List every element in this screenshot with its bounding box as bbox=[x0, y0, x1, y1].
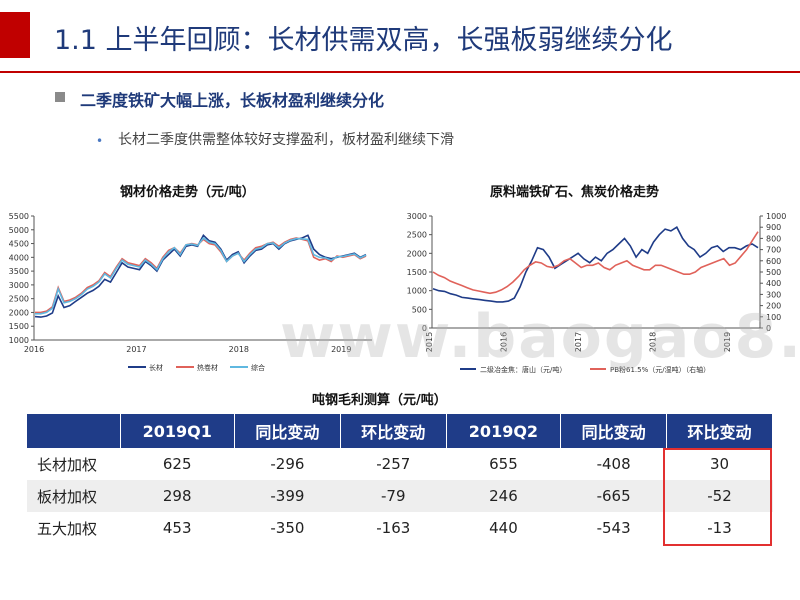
x-tick-label: 2016 bbox=[500, 332, 509, 352]
left-y-tick-label: 2500 bbox=[407, 231, 427, 240]
table-cell: -296 bbox=[270, 455, 305, 473]
table-cell: 246 bbox=[446, 480, 561, 512]
x-tick-label: 2018 bbox=[229, 345, 249, 354]
table-cell: -52 bbox=[666, 480, 773, 512]
x-tick-label: 2019 bbox=[331, 345, 351, 354]
left-y-tick-label: 1000 bbox=[407, 287, 427, 296]
table-cell: -350 bbox=[270, 519, 305, 537]
table-cell: 440 bbox=[489, 519, 518, 537]
table-row: 五大加权 453 -350 -163 440 -543 -13 bbox=[27, 512, 773, 544]
table-cell: 453 bbox=[162, 519, 192, 537]
legend-label: 长材 bbox=[149, 363, 163, 372]
section-subheading: 长材二季度供需整体较好支撑盈利，板材盈利继续下滑 bbox=[118, 132, 454, 148]
y-tick-label: 2500 bbox=[9, 295, 29, 304]
left-y-tick-label: 500 bbox=[412, 305, 427, 314]
right-y-tick-label: 700 bbox=[766, 246, 781, 255]
y-tick-label: 2000 bbox=[9, 308, 29, 317]
right-y-tick-label: 1000 bbox=[766, 212, 786, 221]
x-tick-label: 2017 bbox=[574, 332, 583, 352]
legend-label: 二级冶金焦：唐山（元/吨） bbox=[480, 365, 566, 374]
title-divider bbox=[0, 71, 800, 73]
left-y-tick-label: 2000 bbox=[407, 249, 427, 258]
table-header-row: 2019Q1 同比变动 环比变动 2019Q2 同比变动 环比变动 bbox=[27, 414, 773, 448]
section-heading: 二季度铁矿大幅上涨，长板材盈利继续分化 bbox=[80, 91, 385, 110]
right-y-tick-label: 100 bbox=[766, 313, 781, 322]
left-y-tick-label: 0 bbox=[422, 324, 427, 333]
y-tick-label: 4000 bbox=[9, 253, 29, 262]
table-row-label: 五大加权 bbox=[37, 519, 98, 538]
table-cell: -79 bbox=[340, 480, 447, 512]
x-tick-label: 2018 bbox=[649, 332, 658, 352]
y-tick-label: 4500 bbox=[9, 240, 29, 249]
table-header-cell: 环比变动 bbox=[666, 414, 773, 448]
raw-material-chart-title: 原料端铁矿石、焦炭价格走势 bbox=[490, 185, 660, 200]
table-title: 吨钢毛利测算（元/吨） bbox=[312, 393, 447, 408]
steel-price-chart: 1000 1500 2000 2500 3000 3500 4000 4500 5000 5500… bbox=[9, 212, 372, 372]
table-cell: 655 bbox=[489, 455, 518, 473]
raw-material-price-chart: 0 500 1000 1500 2000 2500 3000 0 100 200 300 400 500… bbox=[407, 212, 787, 374]
table-cell: -543 bbox=[596, 519, 631, 537]
highlight-box bbox=[663, 448, 772, 546]
table-cell: 30 bbox=[709, 455, 730, 473]
x-tick-label: 2016 bbox=[24, 345, 44, 354]
y-tick-label: 5500 bbox=[9, 212, 29, 221]
square-bullet-icon bbox=[55, 92, 65, 102]
table-row-label: 板材加权 bbox=[27, 480, 120, 512]
x-tick-label: 2017 bbox=[126, 345, 146, 354]
legend-label: PB粉61.5%（元/湿吨）（右轴） bbox=[610, 365, 710, 374]
table-row-label: 长材加权 bbox=[37, 455, 98, 474]
legend-label: 综合 bbox=[251, 363, 265, 372]
slide-title: 1.1 上半年回顾：长材供需双高，长强板弱继续分化 bbox=[54, 25, 673, 56]
table-cell: -13 bbox=[707, 519, 732, 537]
series-line bbox=[432, 231, 759, 295]
right-y-tick-label: 800 bbox=[766, 234, 781, 243]
table-cell: -408 bbox=[596, 455, 631, 473]
table-cell: -163 bbox=[376, 519, 411, 537]
table-cell: -399 bbox=[234, 480, 341, 512]
right-y-tick-label: 300 bbox=[766, 290, 781, 299]
table-header-cell: 2019Q2 bbox=[446, 414, 562, 448]
right-y-tick-label: 400 bbox=[766, 279, 781, 288]
title-accent-bar bbox=[0, 12, 30, 58]
left-y-tick-label: 1500 bbox=[407, 268, 427, 277]
table-header-cell: 同比变动 bbox=[560, 414, 668, 448]
left-y-tick-label: 3000 bbox=[407, 212, 427, 221]
table-cell: 298 bbox=[120, 480, 235, 512]
right-y-tick-label: 200 bbox=[766, 302, 781, 311]
right-y-tick-label: 500 bbox=[766, 268, 781, 277]
series-line bbox=[432, 226, 759, 303]
table-row: 长材加权 625 -296 -257 655 -408 30 bbox=[27, 448, 773, 480]
y-tick-label: 3500 bbox=[9, 267, 29, 276]
x-tick-label: 2015 bbox=[425, 332, 434, 352]
right-y-tick-label: 900 bbox=[766, 223, 781, 232]
y-tick-label: 3000 bbox=[9, 281, 29, 290]
steel-price-chart-title: 钢材价格走势（元/吨） bbox=[120, 185, 255, 200]
legend-label: 热卷材 bbox=[197, 363, 218, 372]
series-line bbox=[35, 236, 367, 315]
y-tick-label: 1000 bbox=[9, 336, 29, 345]
table-header-cell bbox=[27, 414, 121, 448]
table-row: 板材加权 298 -399 -79 246 -665 -52 bbox=[27, 480, 773, 512]
y-tick-label: 5000 bbox=[9, 226, 29, 235]
round-bullet-icon: • bbox=[96, 134, 104, 148]
table-cell: 625 bbox=[162, 455, 192, 473]
watermark-text: www.baogao8.com bbox=[280, 302, 800, 372]
gross-profit-table: 2019Q1 同比变动 环比变动 2019Q2 同比变动 环比变动 长材加权 6… bbox=[27, 414, 773, 544]
table-header-cell: 2019Q1 bbox=[120, 414, 235, 448]
y-tick-label: 1500 bbox=[9, 322, 29, 331]
right-y-tick-label: 0 bbox=[766, 324, 771, 333]
table-header-cell: 同比变动 bbox=[234, 414, 341, 448]
table-cell: -257 bbox=[376, 455, 411, 473]
table-header-cell: 环比变动 bbox=[340, 414, 447, 448]
table-cell: -665 bbox=[560, 480, 667, 512]
x-tick-label: 2019 bbox=[723, 332, 732, 352]
right-y-tick-label: 600 bbox=[766, 257, 781, 266]
